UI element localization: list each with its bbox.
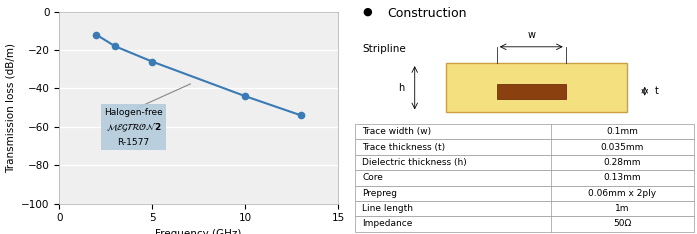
Text: h: h — [398, 83, 404, 93]
Text: Halogen-free
$\mathcal{MEGTRON}\mathbf{2}$
R-1577: Halogen-free $\mathcal{MEGTRON}\mathbf{2… — [105, 108, 163, 147]
Text: ●: ● — [362, 7, 372, 17]
Text: 0.1mm: 0.1mm — [606, 127, 638, 136]
X-axis label: Frequency (GHz): Frequency (GHz) — [155, 229, 242, 234]
Text: 0.06mm x 2ply: 0.06mm x 2ply — [588, 189, 656, 198]
Text: Impedance: Impedance — [362, 219, 413, 228]
Text: Prepreg: Prepreg — [362, 189, 397, 198]
Bar — [355, 201, 694, 216]
Bar — [446, 63, 627, 112]
Text: Stripline: Stripline — [362, 44, 406, 55]
Bar — [497, 84, 566, 99]
Text: Trace width (w): Trace width (w) — [362, 127, 431, 136]
Text: Dielectric thickness (h): Dielectric thickness (h) — [362, 158, 467, 167]
Y-axis label: Transmission loss (dB/m): Transmission loss (dB/m) — [6, 43, 15, 173]
Text: w: w — [527, 30, 535, 40]
Text: 0.035mm: 0.035mm — [600, 143, 644, 152]
Text: t: t — [655, 86, 659, 96]
Text: 50Ω: 50Ω — [613, 219, 631, 228]
Bar — [355, 155, 694, 170]
Text: Construction: Construction — [387, 7, 466, 20]
Bar — [355, 124, 694, 139]
Bar — [355, 139, 694, 155]
Text: 0.13mm: 0.13mm — [604, 173, 641, 182]
Bar — [355, 170, 694, 186]
Text: Line length: Line length — [362, 204, 413, 213]
Text: Trace thickness (t): Trace thickness (t) — [362, 143, 445, 152]
Text: 0.28mm: 0.28mm — [604, 158, 641, 167]
Bar — [355, 216, 694, 232]
Text: Core: Core — [362, 173, 383, 182]
Text: 1m: 1m — [615, 204, 629, 213]
Bar — [355, 186, 694, 201]
